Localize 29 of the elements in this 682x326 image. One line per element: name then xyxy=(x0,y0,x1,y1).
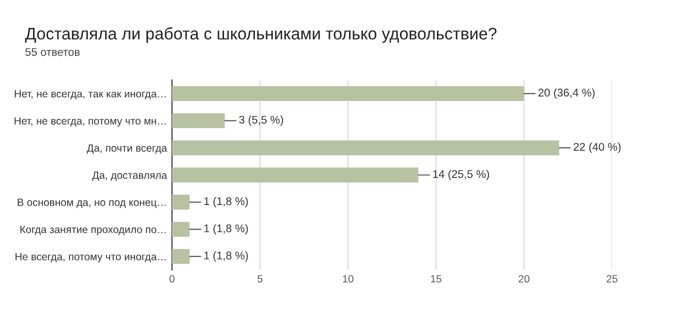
bar xyxy=(172,194,190,210)
data-label: 1 (1,8 %) xyxy=(204,251,248,262)
chart-title: Доставляла ли работа с школьниками только удовольствие? xyxy=(25,27,497,43)
y-tick-label: Когда занятие проходило по… xyxy=(20,226,166,236)
y-tick-label: Да, доставляла xyxy=(92,172,168,181)
bar xyxy=(172,248,190,264)
data-label: 3 (5,5 %) xyxy=(239,116,284,126)
y-tick-label: Нет, не всегда, так как иногда… xyxy=(14,90,166,100)
x-tick-label: 0 xyxy=(170,275,174,283)
bar xyxy=(172,86,524,102)
bar xyxy=(172,140,560,156)
x-tick-label: 5 xyxy=(258,275,262,283)
bar xyxy=(172,168,418,182)
y-tick-label: Нет, не всегда, потому что мн… xyxy=(14,117,166,127)
y-tick-label: В основном да, но под конец… xyxy=(18,198,166,208)
x-tick-label: 15 xyxy=(431,275,442,283)
bar xyxy=(172,113,225,128)
x-tick-label: 20 xyxy=(518,275,530,283)
data-label: 1 (1,8 %) xyxy=(204,224,248,234)
x-tick-label: 25 xyxy=(606,275,618,283)
data-label: 20 (36,4 %) xyxy=(538,88,595,99)
data-label: 14 (25,5 %) xyxy=(433,170,490,180)
x-tick-label: 10 xyxy=(343,275,354,283)
y-tick-label: Да, почти всегда xyxy=(86,144,168,154)
y-tick-label: Не всегда, потому что иногда… xyxy=(16,253,166,262)
bar xyxy=(172,222,190,237)
data-label: 1 (1,8 %) xyxy=(204,196,248,208)
data-label: 22 (40 %) xyxy=(574,142,621,154)
text: 55 ответов xyxy=(25,48,80,56)
